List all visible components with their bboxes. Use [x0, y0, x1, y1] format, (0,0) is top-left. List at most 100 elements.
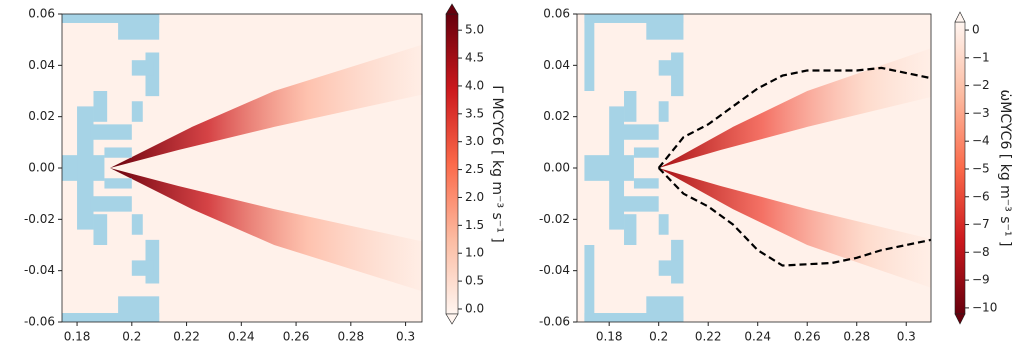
plot-background [577, 14, 931, 322]
y-tick-label: 0.04 [543, 58, 570, 72]
geometry [658, 260, 679, 276]
contour-line [657, 66, 931, 169]
geometry [584, 313, 684, 322]
x-tick-label: 0.18 [64, 330, 91, 344]
x-tick-label: 0.24 [744, 330, 771, 344]
colorbar-extend [954, 313, 966, 325]
geometry [609, 106, 625, 230]
geometry [62, 14, 160, 23]
colorbar [445, 13, 459, 315]
panel: 0.18 0.2 0.22 0.24 0.26 0.28 0.3 -0.06 -0.04 -0.0… [24, 3, 505, 344]
geometry [131, 60, 154, 76]
geometry [50, 245, 61, 322]
geometry [118, 296, 160, 322]
colorbar-tick-label: 5.0 [465, 23, 484, 37]
x-tick-label: 0.2 [122, 330, 141, 344]
x-tick-label: 0.28 [337, 330, 364, 344]
colorbar-tick-label: 3.5 [465, 106, 484, 120]
field-plume [658, 48, 931, 168]
colorbar-tick-label: 1.5 [465, 218, 484, 232]
geometry [104, 178, 132, 189]
geometry [131, 214, 143, 235]
field-plume [109, 168, 422, 292]
colorbar-tick-label: −6 [972, 189, 990, 203]
field-plume [109, 44, 422, 168]
geometry [646, 296, 684, 322]
geometry [658, 60, 679, 76]
x-tick-label: 0.3 [897, 330, 916, 344]
geometry [584, 245, 595, 322]
panel: 0.18 0.2 0.22 0.24 0.26 0.28 0.3 -0.06 -0.04 -0.0… [539, 7, 1013, 344]
colorbar-tick-label: 0 [972, 23, 980, 37]
plot-background [62, 14, 422, 322]
y-tick-label: 0.02 [543, 109, 570, 123]
x-tick-label: 0.26 [283, 330, 310, 344]
x-tick-label: 0.3 [396, 330, 415, 344]
y-tick-label: -0.04 [24, 263, 55, 277]
colorbar-tick-label: 2.0 [465, 190, 484, 204]
geometry [584, 14, 595, 91]
y-tick-label: 0.06 [28, 7, 55, 21]
geometry [50, 14, 61, 91]
colorbar-tick-label: 3.0 [465, 134, 484, 148]
y-tick-label: 0.00 [28, 161, 55, 175]
contour-line [657, 167, 931, 267]
y-tick-label: -0.04 [539, 263, 570, 277]
colorbar-extend [954, 11, 966, 23]
geometry [90, 196, 132, 212]
colorbar-tick-label: −9 [972, 273, 990, 287]
x-tick-label: 0.28 [843, 330, 870, 344]
y-tick-label: 0.00 [543, 161, 570, 175]
geometry [62, 155, 105, 181]
geometry [633, 147, 659, 158]
x-tick-label: 0.18 [596, 330, 623, 344]
colorbar-label: ω̇MCYC6 [ kg m⁻³ s⁻¹ ] [997, 90, 1013, 247]
colorbar-extend [445, 313, 459, 325]
y-tick-label: -0.02 [24, 212, 55, 226]
colorbar-tick-label: −4 [972, 134, 990, 148]
geometry [624, 91, 637, 122]
x-tick-label: 0.24 [228, 330, 255, 344]
geometry [621, 124, 659, 140]
x-tick-label: 0.22 [173, 330, 200, 344]
geometry [90, 124, 132, 140]
colorbar-tick-label: 2.5 [465, 162, 484, 176]
geometry [646, 14, 684, 40]
colorbar-tick-label: −10 [972, 300, 997, 314]
colorbar-tick-label: 4.0 [465, 78, 484, 92]
x-tick-label: 0.26 [794, 330, 821, 344]
y-tick-label: 0.04 [28, 58, 55, 72]
colorbar-tick-label: −1 [972, 50, 990, 64]
y-tick-label: 0.06 [543, 7, 570, 21]
colorbar-tick-label: 1.0 [465, 246, 484, 260]
y-tick-label: 0.02 [28, 109, 55, 123]
geometry [93, 91, 108, 122]
colorbar-tick-label: 4.5 [465, 51, 484, 65]
geometry [633, 178, 659, 189]
y-tick-label: -0.06 [539, 315, 570, 329]
colorbar-tick-label: 0.0 [465, 301, 484, 315]
y-tick-label: -0.02 [539, 212, 570, 226]
colorbar-tick-label: −5 [972, 161, 990, 175]
colorbar-tick-label: −7 [972, 217, 990, 231]
geometry [118, 14, 160, 40]
geometry [624, 214, 637, 245]
geometry [131, 260, 154, 276]
x-tick-label: 0.22 [695, 330, 722, 344]
x-tick-label: 0.2 [649, 330, 668, 344]
colorbar-tick-label: −8 [972, 245, 990, 259]
colorbar-extend [445, 3, 459, 15]
colorbar-tick-label: −3 [972, 106, 990, 120]
geometry [584, 14, 684, 23]
colorbar-tick-label: −2 [972, 78, 990, 92]
colorbar [954, 21, 966, 315]
y-tick-label: -0.06 [24, 315, 55, 329]
plot-area [50, 14, 422, 322]
geometry [93, 214, 108, 245]
geometry [658, 214, 669, 235]
colorbar-label: Γ MCYC6 [ kg m⁻³ s⁻¹ ] [489, 85, 505, 242]
field-plume [658, 168, 931, 288]
plot-area [584, 14, 931, 322]
colorbar-tick-label: 0.5 [465, 274, 484, 288]
